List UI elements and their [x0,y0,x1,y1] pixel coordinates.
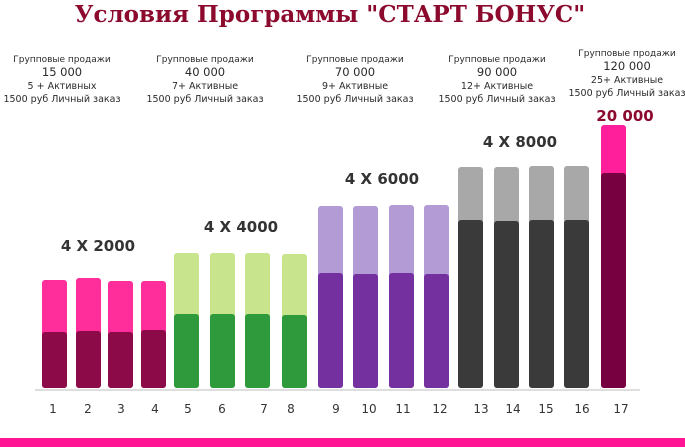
bar-15-base [529,220,554,388]
condition-2-l4: 1500 руб Личный заказ [146,94,263,105]
bar-17-base [601,173,626,388]
group-labels-layer: 4 X 2000 4 X 4000 4 X 6000 4 X 8000 20 000 [61,107,654,255]
page-title: Условия Программы "СТАРТ БОНУС" [75,1,585,28]
bar-7-base [245,314,270,388]
condition-3-l2: 70 000 [335,65,375,79]
bar-9-base [318,273,343,388]
condition-3-l3: 9+ Активные [322,81,388,92]
x-tick-8: 8 [287,402,295,416]
group-label-5: 20 000 [596,107,653,125]
group-label-2: 4 X 4000 [204,218,278,236]
x-tick-5: 5 [184,402,192,416]
condition-3-l1: Групповые продажи [306,55,404,65]
bar-5-base [174,314,199,388]
group-label-3: 4 X 6000 [345,170,419,188]
condition-1-l3: 5 + Активных [28,81,97,92]
x-tick-1: 1 [49,402,57,416]
condition-5-l1: Групповые продажи [578,49,676,59]
x-tick-7: 7 [260,402,268,416]
bar-10-base [353,274,378,388]
group-label-4: 4 X 8000 [483,133,557,151]
x-tick-4: 4 [151,402,159,416]
bar-6-base [210,314,235,388]
x-tick-11: 11 [395,402,410,416]
condition-2-l1: Групповые продажи [156,55,254,65]
condition-1-l2: 15 000 [42,65,82,79]
x-tick-10: 10 [361,402,376,416]
bar-1-base [42,332,67,388]
condition-4-l3: 12+ Активные [461,81,533,92]
x-tick-16: 16 [574,402,589,416]
bar-11-base [389,273,414,388]
condition-3-l4: 1500 руб Личный заказ [296,94,413,105]
x-tick-13: 13 [473,402,488,416]
x-tick-14: 14 [505,402,520,416]
bars-layer [42,125,626,388]
bar-2-base [76,331,101,388]
bar-8-base [282,315,307,388]
condition-5-l4: 1500 руб Личный заказ [568,88,685,99]
x-tick-17: 17 [613,402,628,416]
x-tick-9: 9 [332,402,340,416]
x-tick-15: 15 [538,402,553,416]
condition-2-l2: 40 000 [185,65,225,79]
condition-4-l1: Групповые продажи [448,55,546,65]
x-ticks-layer: 1 2 3 4 5 6 7 8 9 10 11 12 13 14 15 16 17 [49,402,628,416]
condition-5-l2: 120 000 [603,59,651,73]
bottom-strip [0,438,685,447]
condition-1-l4: 1500 руб Личный заказ [3,94,120,105]
bar-13-base [458,220,483,388]
condition-4-l4: 1500 руб Личный заказ [438,94,555,105]
bar-14-base [494,221,519,388]
condition-1-l1: Групповые продажи [13,55,111,65]
x-tick-3: 3 [117,402,125,416]
condition-5-l3: 25+ Активные [591,75,663,86]
x-tick-12: 12 [432,402,447,416]
x-tick-6: 6 [218,402,226,416]
bar-4-base [141,330,166,388]
bar-16-base [564,220,589,388]
x-tick-2: 2 [84,402,92,416]
bar-12-base [424,274,449,388]
condition-4-l2: 90 000 [477,65,517,79]
bar-3-base [108,332,133,388]
condition-2-l3: 7+ Активные [172,81,238,92]
group-label-1: 4 X 2000 [61,237,135,255]
